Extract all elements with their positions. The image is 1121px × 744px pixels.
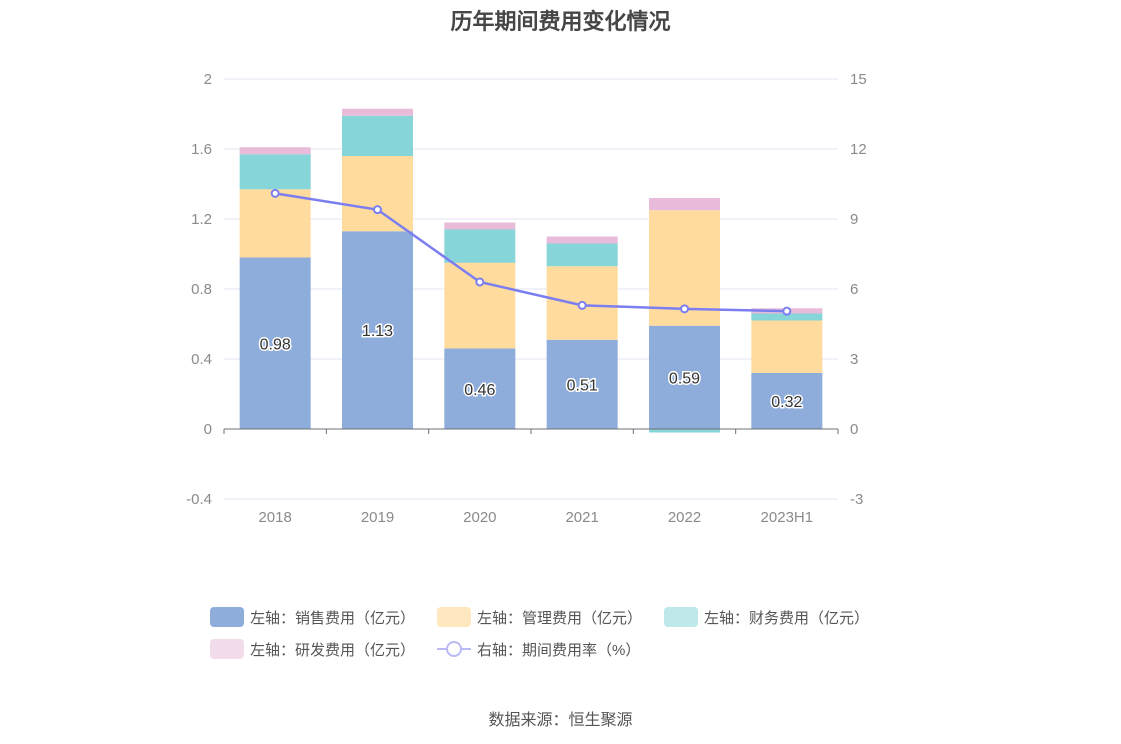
legend-swatch-expense-rate <box>437 639 472 659</box>
expense-rate-point <box>475 277 485 287</box>
legend-swatch-sales <box>210 607 244 627</box>
bar-segment-0-2022 <box>649 325 720 429</box>
data-source: 数据来源：恒生聚源 <box>488 712 633 729</box>
bar-segment-3-2022 <box>649 198 720 211</box>
legend-label-finance: 左轴：财务费用（亿元） <box>704 609 870 627</box>
chart-title: 历年期间费用变化情况 <box>450 9 671 34</box>
left-axis-tick-label: 0.8 <box>191 281 212 298</box>
bar-segment-0-2020 <box>444 348 516 429</box>
bar-data-label: 0.59 <box>669 370 700 387</box>
legend-item-finance[interactable]: 左轴：财务费用（亿元） <box>664 607 869 628</box>
bar-segment-2-2023H1 <box>751 313 823 321</box>
bar-segment-1-2018 <box>239 189 311 258</box>
expense-rate-point <box>270 188 280 198</box>
right-axis-tick-label: 9 <box>850 211 858 228</box>
right-axis-tick-label: 3 <box>850 351 858 368</box>
bar-segment-3-2021 <box>546 236 618 244</box>
bar-segment-1-2019 <box>342 156 413 232</box>
left-axis-tick-label: 0.4 <box>191 351 212 368</box>
bar-segment-2-2019 <box>342 115 413 156</box>
left-axis-tick-label: 0 <box>204 421 212 438</box>
bar-segment-2-2021 <box>546 243 618 267</box>
legend-item-sales[interactable]: 左轴：销售费用（亿元） <box>210 607 415 628</box>
legend: 左轴：销售费用（亿元） 左轴：管理费用（亿元） 左轴：财务费用（亿元） 左轴：研… <box>210 606 910 670</box>
legend-label-sales: 左轴：销售费用（亿元） <box>250 609 416 627</box>
left-axis-tick-label: 1.6 <box>191 141 212 158</box>
bar-segment-3-2019 <box>342 108 413 116</box>
left-axis-tick-label: 1.2 <box>191 211 212 228</box>
expense-rate-line <box>274 192 787 313</box>
bar-segment-0-2019 <box>342 231 413 429</box>
legend-swatch-finance <box>664 607 699 627</box>
legend-swatch-admin <box>437 607 472 627</box>
right-axis-tick-label: -3 <box>850 491 863 508</box>
legend-item-rnd[interactable]: 左轴：研发费用（亿元） <box>210 639 415 660</box>
bar-data-label: 0.51 <box>567 377 598 394</box>
x-axis-label: 2023H1 <box>761 509 814 526</box>
expense-rate-point <box>373 205 382 215</box>
right-axis-tick-label: 15 <box>850 71 867 88</box>
expense-rate-point <box>680 304 689 314</box>
x-axis-label: 2022 <box>668 509 701 526</box>
bar-segment-0-2021 <box>546 339 618 429</box>
legend-label-expense-rate: 右轴：期间费用率（%） <box>477 641 641 659</box>
x-axis-label: 2019 <box>361 509 394 526</box>
legend-item-admin[interactable]: 左轴：管理费用（亿元） <box>437 607 642 628</box>
bar-segment-1-2023H1 <box>751 320 823 373</box>
left-axis-tick-label: -0.4 <box>186 491 212 508</box>
bar-segment-2-2022 <box>649 429 720 433</box>
bar-segment-2-2020 <box>444 229 516 263</box>
bar-segment-2-2018 <box>239 154 311 190</box>
chart-canvas: -0.4 0 0.4 0.8 1.2 1.6 2 -3 0 3 6 9 12 15 2018 2019 2020… <box>186 71 867 526</box>
bar-data-label: 1.13 <box>362 323 393 340</box>
legend-label-rnd: 左轴：研发费用（亿元） <box>250 641 416 659</box>
legend-item-expense-rate[interactable]: 右轴：期间费用率（%） <box>437 639 640 660</box>
legend-swatch-rnd <box>210 639 244 659</box>
right-axis-tick-label: 12 <box>850 141 867 158</box>
expense-rate-point <box>782 306 792 316</box>
bar-data-label: 0.46 <box>464 382 495 399</box>
bar-segment-3-2018 <box>239 147 311 155</box>
right-axis-tick-label: 0 <box>850 421 858 438</box>
bar-segment-0-2018 <box>239 257 311 429</box>
bar-segment-0-2023H1 <box>751 373 823 429</box>
x-axis-label: 2021 <box>565 509 598 526</box>
left-axis-tick-label: 2 <box>204 71 212 88</box>
x-axis-label: 2020 <box>463 509 496 526</box>
bar-segment-1-2020 <box>444 262 516 349</box>
right-axis-tick-label: 6 <box>850 281 858 298</box>
legend-label-admin: 左轴：管理费用（亿元） <box>477 609 643 627</box>
x-axis-label: 2018 <box>258 509 291 526</box>
bar-segment-3-2020 <box>444 222 516 230</box>
bar-data-label: 0.32 <box>771 394 802 411</box>
bar-data-label: 0.98 <box>260 336 291 353</box>
expense-rate-point <box>577 300 587 310</box>
